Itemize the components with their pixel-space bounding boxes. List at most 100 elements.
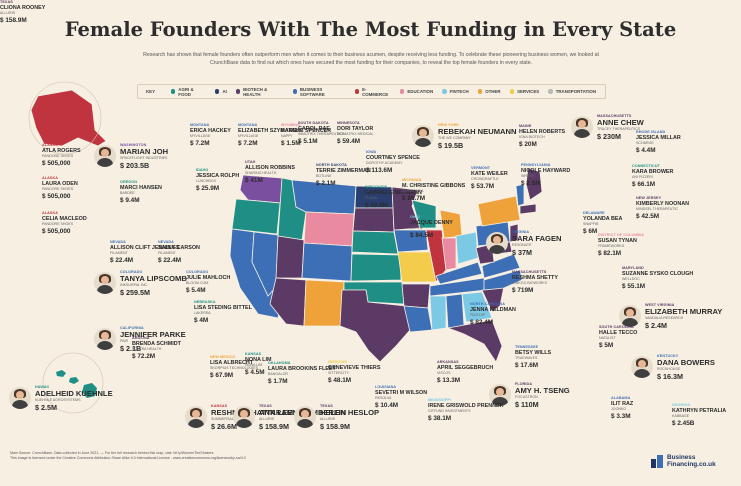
state-mississippi: [429, 295, 447, 331]
founder-name: DORI TAYLOR: [337, 126, 374, 132]
key-item: FINTECH: [442, 89, 469, 94]
founder-name: BRENDA SCHMIDT: [132, 341, 181, 347]
founder-funding: $ 82.4M: [470, 319, 494, 326]
founder-card: KENTUCKY DANA BOWERS ROCKHOUSE $ 16.3M: [631, 354, 715, 381]
founder-name: SALLY CARSON: [158, 245, 200, 251]
founder-card: ALABAMA ILIT RAZ JOONKO $ 3.3M: [611, 396, 633, 421]
founder-state: MISSOURI: [328, 360, 348, 364]
founder-funding: $ 86.7M: [402, 195, 426, 202]
founder-company: RESONATE: [512, 243, 532, 247]
state-oregon: [231, 198, 281, 235]
founder-company: WRENE: [521, 174, 535, 178]
key-label: FINTECH: [449, 89, 469, 94]
founder-card: MISSISSIPPI IRENE GRISWOLD PRENNER GITFUND…: [428, 398, 503, 423]
founder-funding: $ 1.7M: [268, 378, 288, 385]
state-colorado: [301, 242, 353, 282]
founder-company: IMMUTRIX THERAPEUTICS: [298, 132, 345, 136]
founder-name: DANA BOWERS: [657, 358, 715, 367]
founder-funding: $ 2.1M: [316, 180, 336, 187]
founder-company: INKSURPAL INC: [120, 283, 148, 287]
founder-state: MONTANA: [190, 123, 210, 127]
founder-company: INVESTOPIA: [402, 189, 424, 193]
founder-state: MICHIGAN: [402, 178, 422, 182]
founder-funding: $ 4M: [194, 317, 209, 324]
founder-funding: $ 505,000: [42, 228, 71, 235]
founder-name: SARA FAGEN: [512, 234, 562, 243]
founder-name: SUZANNE SYSKO CLOUGH: [622, 271, 694, 277]
founder-card: ALASKA LAURA ODEN PANDORE SHOES $ 505,000: [42, 176, 78, 201]
founder-photo: [294, 406, 316, 428]
founder-card: IOWA COURTNEY SPENCE DOROTHY ACADEMY $ 113.…: [366, 150, 420, 175]
founder-company: BIOMATRIX MEDICAL: [337, 132, 374, 136]
founder-funding: $ 230M: [597, 132, 621, 141]
state-wisconsin: [411, 199, 437, 229]
founder-funding: $ 4.4M: [636, 147, 656, 154]
founder-photo: [94, 272, 116, 294]
founder-funding: $ 2.1B: [120, 344, 142, 353]
founder-funding: $ 42.5M: [636, 213, 660, 220]
founder-company: PAIR: [120, 339, 129, 343]
founder-funding: $ 59.9M: [365, 202, 389, 209]
founder-name: SUSAN TYNAN: [598, 238, 637, 244]
key-item: TRANSPORTATION: [548, 89, 596, 94]
founder-company: PANDORE SHOES: [42, 222, 74, 226]
founder-funding: $ 2.5M: [521, 180, 541, 187]
founder-name: NICOLE HAYWARD: [521, 168, 571, 174]
founder-state: MISSISSIPPI: [428, 398, 452, 402]
founder-funding: $ 19.5B: [438, 141, 464, 150]
founder-funding: $ 9.4M: [120, 197, 140, 204]
founder-funding: $ 6M: [583, 228, 598, 235]
founder-company: FOCUSTRON: [515, 395, 538, 399]
state-new-jersey: [509, 223, 519, 243]
page-title: Female Founders With The Most Funding in…: [64, 18, 677, 41]
building-icon: [651, 455, 663, 468]
founder-name: NONA LIM: [245, 357, 272, 363]
founder-funding: $ 3.3M: [611, 413, 631, 420]
founder-company: PANDORE SHOES: [42, 154, 74, 158]
founder-state: PENNSYLVANIA: [521, 163, 551, 167]
founder-company: ALLURIS: [0, 11, 15, 15]
key-label: AGRI & FOOD: [178, 86, 194, 97]
state-iowa: [393, 229, 429, 253]
founder-card: ARKANSAS APRIL SEGGEBRUCH VISCOS $ 13.3M: [437, 360, 493, 385]
state-wyoming: [303, 211, 355, 247]
state-north-carolina: [483, 269, 523, 291]
founder-card: OKLAHOMA LAURA BROOKINS FLEET BANGALOR $ 1.…: [268, 361, 336, 386]
state-alaska: [30, 89, 107, 147]
founder-state: OKLAHOMA: [268, 361, 291, 365]
founder-name: YOLANDA BEA: [583, 216, 623, 222]
state-indiana: [441, 237, 457, 271]
founder-state: WASHINGTON: [120, 143, 147, 147]
founder-name: BETSY WILLS: [515, 350, 552, 356]
brand-logo[interactable]: Business Financing.co.uk: [650, 454, 716, 468]
founder-card: WYOMING NATALIE SPENCER NAPPI $ 1.5M: [281, 123, 331, 148]
founder-funding: $ 67.9M: [210, 372, 234, 379]
founder-card: MASSACHUSETTS RESHMA SHETTY GINKGO BIOWORK…: [512, 270, 558, 295]
founder-card: PENNSYLVANIA NICOLE HAYWARD WRENE $ 2.5M: [521, 163, 570, 188]
key-dot: [509, 89, 515, 94]
founder-card: MICHIGAN M. CHRISTINE GIBBONS INVESTOPIA $ …: [402, 178, 465, 203]
founder-company: BANGALOR: [268, 372, 288, 376]
state-minnesota: [391, 186, 421, 231]
founder-company: JOONKO: [611, 407, 627, 411]
founder-card: TENNESSEE BETSY WILLS TRUEWAVES $ 17.6M: [515, 345, 551, 370]
founder-company: THE WE COMPANY: [438, 136, 471, 140]
contiguous-us: [229, 167, 543, 363]
founder-card: NEBRASKA LISA STEDING BITTEL LAKERSA $ 4M: [194, 300, 252, 325]
founder-card: VIRGINIA SARA FAGEN RESONATE $ 37M: [486, 230, 562, 257]
key-item: SERVICES: [509, 89, 539, 94]
founder-state: NEVADA: [110, 240, 126, 244]
founder-name: LISA ALBRECHT: [210, 360, 254, 366]
founder-name: ELIZABETH MURRAY: [645, 307, 723, 316]
founder-company: KABBAGE: [672, 414, 690, 418]
founder-state: MONTANA: [238, 123, 258, 127]
founder-name: HELEN HESLOP: [320, 408, 380, 417]
founder-funding: $ 505,000: [42, 160, 71, 167]
founder-name: JENNA FELDMAN: [470, 307, 516, 313]
founder-company: BLOOM.COM: [186, 281, 209, 285]
founder-name: CELIA MACLEOD: [42, 216, 87, 222]
founder-state: NEBRASKA: [194, 300, 216, 304]
founder-company: FLAVIA: [365, 196, 378, 200]
founder-company: BOTLINK: [316, 174, 332, 178]
